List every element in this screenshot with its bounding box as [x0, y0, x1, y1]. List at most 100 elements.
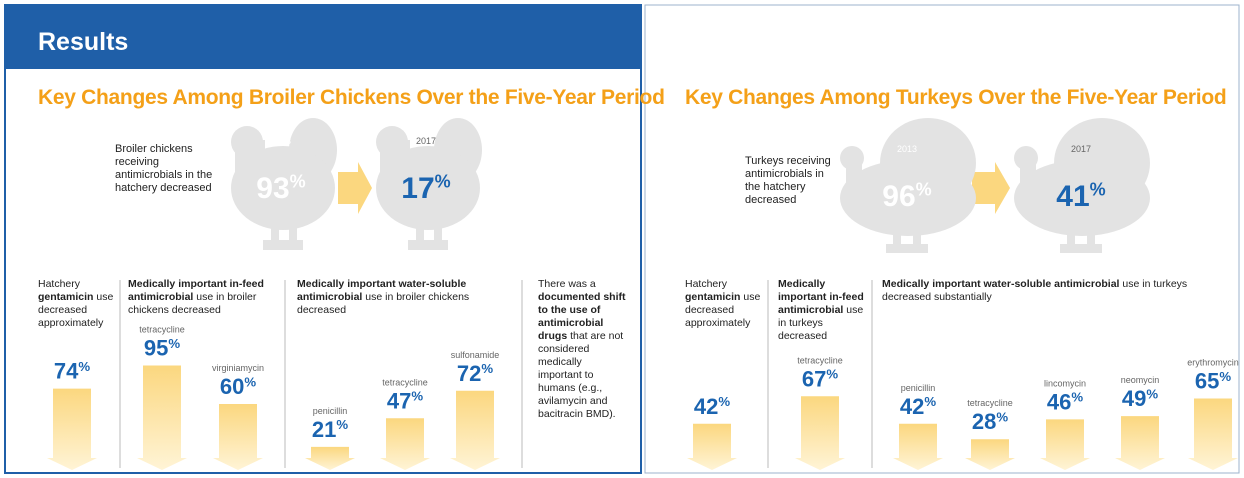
value-unit: %	[411, 389, 423, 404]
value-number: 95	[144, 336, 168, 361]
text-run: gentamicin	[38, 291, 94, 303]
value-number: 47	[387, 388, 411, 413]
arrow-bar	[450, 390, 500, 470]
drug-label: tetracycline	[797, 355, 843, 365]
text-run: use in broiler chickens decreased	[128, 291, 257, 316]
stat-value: 28%	[972, 409, 1008, 434]
intro-text: Broiler chickens receiving antimicrobial…	[115, 143, 213, 194]
stat-value: 21%	[312, 417, 348, 442]
text-run: use decreased approximately	[38, 291, 114, 329]
drug-label: erythromycin	[1187, 358, 1239, 368]
drug-label: penicillin	[901, 383, 936, 393]
intro-text: Turkeys receiving antimicrobials in the …	[745, 155, 831, 206]
stat-value: 42%	[900, 394, 936, 419]
column-text: Medically important water-soluble antimi…	[882, 278, 1232, 304]
value-unit: %	[290, 172, 306, 192]
value-unit: %	[1071, 390, 1083, 405]
stat-value: 95%	[144, 336, 180, 361]
percent-label: 41%	[1056, 180, 1105, 214]
arrow-bar	[1115, 416, 1165, 470]
value-number: 28	[972, 409, 996, 434]
value-unit: %	[168, 336, 180, 351]
year-label: 2013	[897, 144, 917, 154]
value-unit: %	[1146, 386, 1158, 401]
arrow-bar	[965, 439, 1015, 470]
arrow-bar	[380, 418, 430, 470]
value-number: 60	[220, 374, 244, 399]
drug-label: tetracycline	[382, 377, 428, 387]
text-run: use decreased approximately	[685, 291, 761, 329]
section-title: Key Changes Among Turkeys Over the Five-…	[685, 86, 1227, 109]
value-number: 67	[802, 366, 826, 391]
year-label: 2013	[271, 136, 291, 146]
stat-value: 74%	[54, 359, 90, 384]
header-title: Results	[38, 28, 129, 56]
text-run: use in broiler chickens decreased	[297, 291, 470, 316]
stat-value: 46%	[1047, 389, 1083, 414]
arrow-bar	[687, 423, 737, 470]
stat-value: 49%	[1122, 386, 1158, 411]
value-unit: %	[78, 359, 90, 374]
percent-label: 96%	[882, 180, 931, 214]
stat-value: 47%	[387, 388, 423, 413]
value-unit: %	[481, 361, 493, 376]
text-run: Hatchery	[685, 278, 728, 290]
year-label: 2017	[416, 136, 436, 146]
percent-label: 93%	[256, 172, 305, 206]
value-unit: %	[718, 394, 730, 409]
value-unit: %	[336, 417, 348, 432]
value-number: 41	[1056, 180, 1089, 213]
value-number: 65	[1195, 369, 1219, 394]
drug-label: neomycin	[1121, 375, 1160, 385]
text-run: Medically important in-feed antimicrobia…	[128, 278, 264, 303]
arrow-bar	[305, 446, 355, 470]
text-run: Hatchery	[38, 278, 81, 290]
section-title: Key Changes Among Broiler Chickens Over …	[38, 86, 665, 109]
drug-label: penicillin	[313, 406, 348, 416]
text-run: Medically important water-soluble antimi…	[297, 278, 467, 303]
column-text: There was a documented shift to the use …	[538, 278, 626, 421]
column-text: Hatchery gentamicin use decreased approx…	[685, 278, 765, 330]
arrow-bar	[1040, 419, 1090, 470]
value-unit: %	[916, 180, 932, 200]
change-arrow	[338, 162, 372, 214]
value-unit: %	[244, 374, 256, 389]
text-run: Medically important water-soluble antimi…	[882, 278, 1120, 290]
value-number: 96	[882, 180, 915, 213]
value-unit: %	[435, 172, 451, 192]
drug-label: tetracycline	[967, 398, 1013, 408]
stat-value: 67%	[802, 366, 838, 391]
text-run: documented shift to the use of antimicro…	[538, 291, 626, 342]
arrow-bar	[795, 396, 845, 470]
arrow-bar	[893, 423, 943, 470]
panel-border	[644, 4, 1240, 474]
drug-label: lincomycin	[1044, 378, 1086, 388]
column-text: Hatchery gentamicin use decreased approx…	[38, 278, 122, 330]
stat-value: 72%	[457, 361, 493, 386]
value-number: 42	[694, 394, 718, 419]
column-text: Medically important in-feed antimicrobia…	[128, 278, 278, 317]
column-text: Medically important water-soluble antimi…	[297, 278, 512, 317]
drug-label: virginiamycin	[212, 363, 264, 373]
arrow-bar	[137, 365, 187, 470]
arrow-bar	[213, 404, 263, 470]
stat-value: 65%	[1195, 369, 1231, 394]
stat-value: 60%	[220, 374, 256, 399]
header-bar	[5, 5, 641, 69]
text-run: that are not considered medically import…	[538, 330, 624, 420]
year-label: 2017	[1071, 144, 1091, 154]
drug-label: sulfonamide	[451, 350, 500, 360]
arrow-bar	[47, 388, 97, 470]
value-unit: %	[996, 410, 1008, 425]
value-unit: %	[826, 367, 838, 382]
value-number: 93	[256, 172, 289, 205]
value-number: 49	[1122, 386, 1146, 411]
value-unit: %	[924, 394, 936, 409]
column-text: Medically important in-feed antimicrobia…	[778, 278, 866, 343]
value-number: 46	[1047, 389, 1071, 414]
value-unit: %	[1219, 369, 1231, 384]
text-run: Medically important in-feed antimicrobia…	[778, 278, 864, 316]
text-run: gentamicin	[685, 291, 741, 303]
